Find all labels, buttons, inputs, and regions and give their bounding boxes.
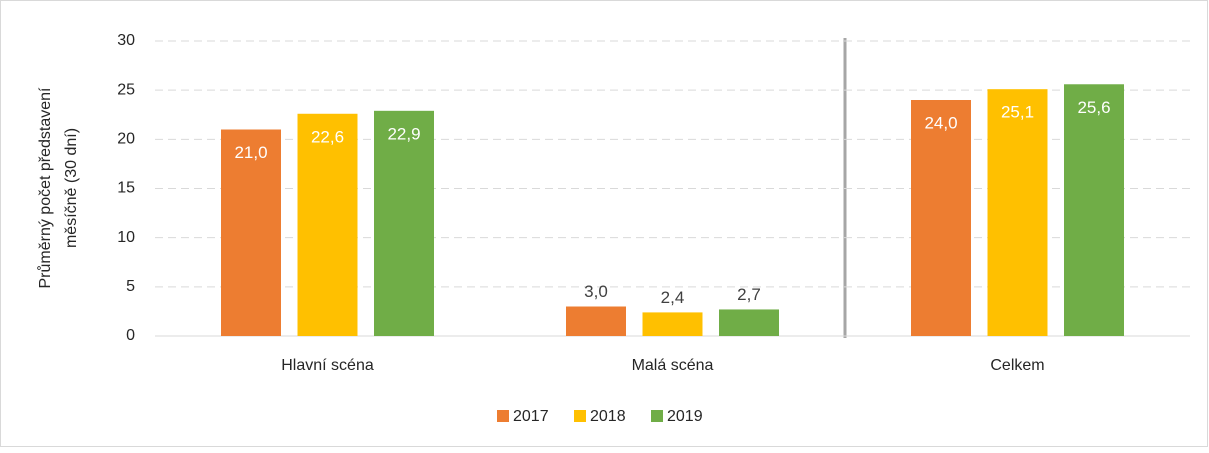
legend-label: 2018: [590, 408, 626, 425]
legend-label: 2017: [513, 408, 549, 425]
y-tick-label: 5: [126, 278, 135, 295]
legend-swatch: [651, 410, 663, 422]
x-tick-label: Hlavní scéna: [281, 357, 374, 374]
x-tick-label: Malá scéna: [632, 357, 714, 374]
legend-swatch: [497, 410, 509, 422]
y-tick-label: 10: [117, 229, 135, 246]
y-axis-label-line: měsíčně (30 dní): [63, 128, 80, 248]
bar: [374, 110, 434, 336]
bar: [911, 100, 971, 336]
legend-label: 2019: [667, 408, 703, 425]
data-label: 24,0: [924, 113, 957, 132]
data-label: 21,0: [234, 143, 267, 162]
bar: [719, 309, 779, 336]
bar: [987, 89, 1048, 336]
y-tick-label: 20: [117, 131, 135, 148]
y-axis-label-line: Průměrný počet představení: [36, 87, 54, 289]
legend-swatch: [574, 410, 586, 422]
bar: [1064, 84, 1124, 337]
data-label: 2,7: [737, 285, 761, 304]
data-label: 3,0: [584, 282, 608, 301]
y-axis-label: Průměrný počet představení měsíčně (30 d…: [36, 87, 80, 289]
x-tick-label: Celkem: [990, 357, 1044, 374]
data-label: 2,4: [661, 288, 685, 307]
bar: [297, 113, 358, 337]
y-tick-label: 25: [117, 81, 135, 98]
data-label: 22,6: [311, 127, 344, 146]
data-label: 22,9: [387, 124, 420, 143]
y-tick-label: 0: [126, 327, 135, 344]
bar: [642, 312, 703, 336]
bar: [566, 306, 626, 336]
data-label: 25,1: [1001, 103, 1034, 122]
bar: [221, 129, 281, 336]
data-label: 25,6: [1077, 98, 1110, 117]
y-tick-label: 15: [117, 180, 135, 197]
y-tick-label: 30: [117, 32, 135, 49]
